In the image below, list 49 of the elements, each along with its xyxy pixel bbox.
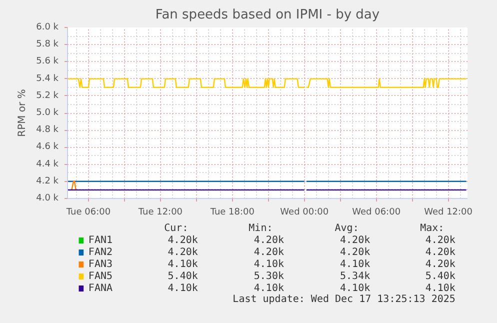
chart-title: Fan speeds based on IPMI - by day xyxy=(155,8,380,22)
y-tick-label: 4.0 k xyxy=(36,194,60,204)
text: 4.20k xyxy=(254,247,284,258)
legend-label: FANA xyxy=(88,283,113,294)
y-tick-label: 4.2 k xyxy=(36,176,60,186)
text: 4.20k xyxy=(340,235,370,246)
text: 5.40k xyxy=(425,271,456,282)
text: 4.20k xyxy=(425,247,456,258)
y-tick-label: 6.0 k xyxy=(36,22,60,32)
text: 4.10k xyxy=(168,259,198,270)
x-tick-label: Wed 00:00 xyxy=(280,208,329,218)
x-tick-label: Wed 06:00 xyxy=(352,208,401,218)
text: 4.10k xyxy=(340,259,370,270)
legend-label: FAN5 xyxy=(88,271,113,282)
y-tick-label: 5.8 k xyxy=(36,40,60,50)
y-axis-title: RPM or % xyxy=(17,89,28,137)
text: Min: xyxy=(248,223,273,234)
text: 4.10k xyxy=(254,283,284,294)
text: Max: xyxy=(420,223,444,234)
x-tick-label: Tue 12:00 xyxy=(137,208,183,218)
y-tick-label: 5.0 k xyxy=(36,108,60,118)
text: 4.20k xyxy=(168,247,198,258)
legend-label: FAN2 xyxy=(88,247,113,258)
legend-label: FAN3 xyxy=(88,259,113,270)
text: 4.10k xyxy=(340,283,370,294)
y-tick-label: 4.8 k xyxy=(36,125,60,136)
x-tick-label: Tue 06:00 xyxy=(65,208,111,218)
text: 5.34k xyxy=(340,271,370,282)
y-tick-label: 5.2 k xyxy=(36,90,60,101)
legend-label: FAN1 xyxy=(88,235,113,246)
text: Avg: xyxy=(334,223,359,234)
text: Cur: xyxy=(164,223,188,234)
y-tick-label: 5.6 k xyxy=(36,56,60,67)
text: Last update: Wed Dec 17 13:25:13 2025 xyxy=(232,294,456,305)
text: 4.20k xyxy=(254,235,284,246)
text: 5.40k xyxy=(168,271,198,282)
text: 5.30k xyxy=(254,271,284,282)
y-tick-label: 4.6 k xyxy=(36,142,60,152)
text: 4.20k xyxy=(168,235,198,246)
text: 4.20k xyxy=(425,235,456,246)
y-tick-label: 4.4 k xyxy=(36,159,60,170)
y-tick-label: 5.4 k xyxy=(36,74,60,84)
text: 4.10k xyxy=(254,259,284,270)
text: 4.20k xyxy=(425,259,456,270)
text: 4.20k xyxy=(340,247,370,258)
x-tick-label: Tue 18:00 xyxy=(209,208,255,218)
text: 4.10k xyxy=(425,283,456,294)
x-tick-label: Wed 12:00 xyxy=(424,208,473,218)
text: 4.10k xyxy=(168,283,198,294)
